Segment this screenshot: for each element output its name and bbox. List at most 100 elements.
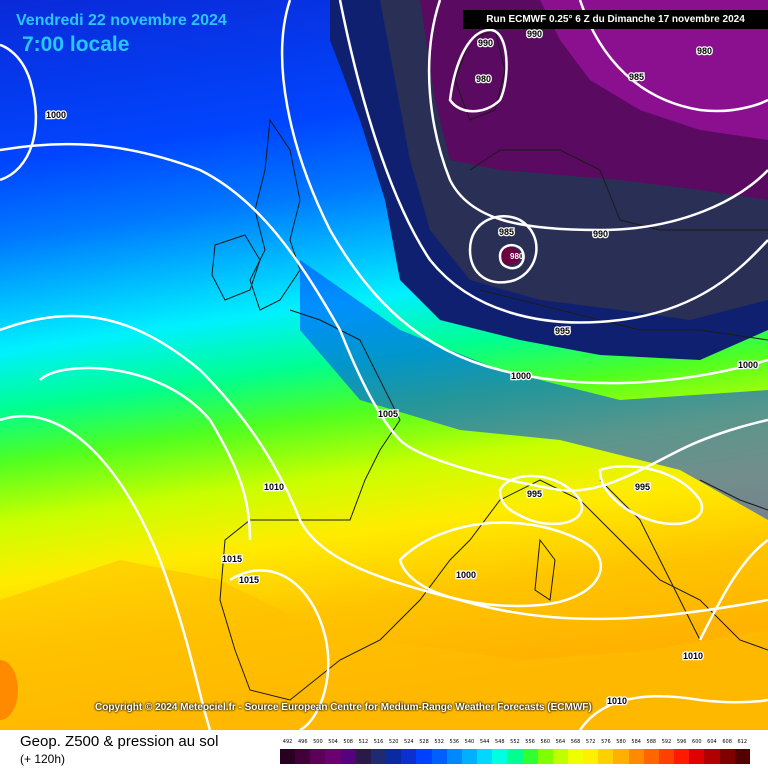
pressure-label: 990 bbox=[527, 29, 542, 39]
scale-swatch bbox=[446, 749, 462, 764]
isobar-980 bbox=[498, 244, 525, 270]
isobar-1010-east bbox=[698, 538, 768, 641]
pressure-label: 1000 bbox=[46, 110, 66, 120]
scale-swatch bbox=[658, 749, 675, 764]
scale-swatch bbox=[613, 749, 629, 764]
scale-swatch bbox=[552, 749, 568, 764]
pressure-label: 1005 bbox=[378, 409, 398, 419]
model-run-info: Run ECMWF 0.25° 6 Z du Dimanche 17 novem… bbox=[463, 10, 768, 29]
scale-swatch bbox=[280, 749, 296, 764]
pressure-label: 1000 bbox=[456, 570, 476, 580]
scale-tick-label: 552 bbox=[510, 739, 520, 745]
scale-swatch bbox=[340, 749, 356, 764]
scale-tick-label: 604 bbox=[707, 739, 717, 745]
scale-swatch bbox=[355, 749, 371, 764]
scale-tick-label: 516 bbox=[373, 739, 384, 745]
scale-tick-label: 536 bbox=[449, 739, 460, 745]
copyright-notice: Copyright © 2024 Meteociel.fr - Source E… bbox=[95, 702, 592, 713]
scale-swatch bbox=[567, 749, 584, 764]
scale-swatch bbox=[643, 749, 659, 764]
pressure-label: 1015 bbox=[239, 575, 259, 585]
scale-tick-label: 584 bbox=[631, 739, 641, 745]
color-scale: 492 496 500 504 508 512 516 520 524 528 532 536 540 5… bbox=[280, 738, 750, 764]
scale-tick-label: 492 bbox=[282, 739, 293, 745]
scale-swatch bbox=[492, 749, 508, 764]
low-center-label: 980 bbox=[510, 252, 524, 261]
scale-swatch bbox=[689, 749, 705, 764]
scale-tick-label: 500 bbox=[313, 739, 323, 745]
lead-time: (+ 120h) bbox=[20, 752, 66, 766]
field-description: Geop. Z500 & pression au sol bbox=[20, 733, 219, 750]
scale-tick-label: 568 bbox=[570, 739, 581, 745]
scale-swatch bbox=[401, 749, 417, 764]
warm-zone bbox=[0, 560, 768, 730]
pressure-label: 1000 bbox=[738, 360, 758, 370]
isobar-1005 bbox=[0, 142, 768, 492]
scale-tick-label: 596 bbox=[676, 739, 687, 745]
scale-swatch bbox=[537, 749, 553, 764]
scale-swatch bbox=[704, 749, 720, 764]
scale-tick-label: 540 bbox=[464, 739, 475, 745]
scale-swatch bbox=[734, 749, 750, 764]
scale-swatch bbox=[431, 749, 447, 764]
scale-swatch bbox=[416, 749, 432, 764]
scale-tick-label: 580 bbox=[616, 739, 626, 745]
scale-swatch bbox=[522, 749, 538, 764]
scale-swatch bbox=[370, 749, 387, 764]
scale-tick-label: 560 bbox=[540, 739, 550, 745]
isobar-990-north bbox=[448, 28, 508, 113]
weather-map: 990 990 980 985 980 985 990 995 1000 100… bbox=[0, 0, 768, 730]
scale-tick-label: 532 bbox=[434, 739, 444, 745]
scale-tick-label: 608 bbox=[722, 739, 732, 745]
scale-swatch bbox=[477, 749, 493, 764]
scale-swatch bbox=[386, 749, 402, 764]
scale-tick-label: 528 bbox=[419, 739, 429, 745]
scale-tick-label: 612 bbox=[737, 739, 748, 745]
scale-tick-label: 508 bbox=[343, 739, 353, 745]
low-magenta-zone bbox=[540, 0, 768, 140]
pressure-label: 1015 bbox=[222, 554, 242, 564]
isobar-995-med bbox=[498, 474, 584, 526]
scale-tick-label: 520 bbox=[388, 739, 399, 745]
pressure-label: 980 bbox=[697, 46, 712, 56]
isobar-985 bbox=[468, 215, 538, 284]
scale-tick-label: 564 bbox=[555, 739, 566, 745]
pressure-labels: 990 990 980 985 980 985 990 995 1000 100… bbox=[45, 28, 760, 708]
scale-tick-label: 572 bbox=[585, 739, 596, 745]
scale-tick-label: 600 bbox=[692, 739, 702, 745]
scale-swatch bbox=[310, 749, 326, 764]
scale-tick-label: 524 bbox=[404, 739, 414, 745]
pressure-label: 990 bbox=[478, 38, 493, 48]
scale-tick-label: 556 bbox=[525, 739, 535, 745]
isobar-1015 bbox=[229, 569, 330, 730]
pressure-label: 985 bbox=[629, 72, 644, 82]
scale-swatch bbox=[507, 749, 523, 764]
pressure-label: 1010 bbox=[607, 696, 627, 706]
scale-swatch bbox=[598, 749, 614, 764]
pressure-label: 1010 bbox=[683, 651, 703, 661]
blue-band bbox=[300, 260, 768, 520]
coastlines bbox=[211, 29, 768, 701]
isobar-1010 bbox=[0, 314, 768, 621]
forecast-time: 7:00 locale bbox=[22, 33, 130, 56]
isobar-985-north bbox=[578, 0, 768, 113]
scale-swatch bbox=[461, 749, 478, 764]
pressure-label: 995 bbox=[527, 489, 542, 499]
scale-swatch bbox=[295, 749, 311, 764]
color-scale-bar bbox=[280, 749, 750, 764]
warm-core bbox=[0, 660, 18, 720]
scale-tick-label: 588 bbox=[646, 739, 657, 745]
pressure-label: 1010 bbox=[264, 482, 284, 492]
pressure-label: 985 bbox=[499, 227, 514, 237]
isobar-995-balkan bbox=[598, 465, 704, 526]
pressure-label: 990 bbox=[593, 229, 608, 239]
scale-swatch bbox=[628, 749, 644, 764]
isobar-1015b bbox=[0, 414, 212, 730]
isobar-1000-atlantic bbox=[0, 43, 38, 182]
isobar-1000 bbox=[280, 0, 768, 385]
pressure-label: 995 bbox=[555, 326, 570, 336]
forecast-date: Vendredi 22 novembre 2024 bbox=[16, 12, 227, 29]
isobars bbox=[0, 0, 768, 730]
pressure-label: 980 bbox=[476, 74, 491, 84]
color-scale-ticks: 492 496 500 504 508 512 516 520 524 528 532 536 540 5… bbox=[280, 738, 750, 747]
